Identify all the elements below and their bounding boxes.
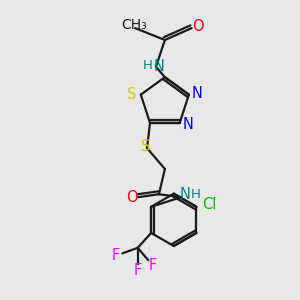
Text: N: N [179, 187, 190, 202]
Text: Cl: Cl [202, 197, 217, 212]
Text: F: F [134, 263, 142, 278]
Text: F: F [112, 248, 120, 263]
Text: S: S [141, 139, 150, 154]
Text: H: H [143, 59, 153, 72]
Text: N: N [192, 86, 203, 101]
Text: S: S [127, 87, 136, 102]
Text: O: O [192, 19, 204, 34]
Text: N: N [154, 59, 165, 74]
Text: H: H [190, 188, 200, 201]
Text: N: N [183, 117, 194, 132]
Text: F: F [148, 258, 157, 273]
Text: CH₃: CH₃ [121, 18, 146, 32]
Text: O: O [126, 190, 137, 205]
